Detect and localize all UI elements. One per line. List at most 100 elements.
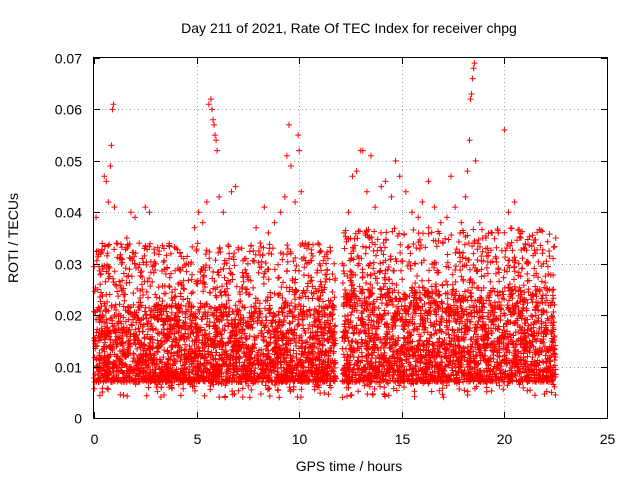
data-point [286, 319, 293, 326]
data-point [111, 311, 118, 318]
data-point [115, 293, 122, 300]
data-point [172, 267, 179, 274]
data-point [493, 255, 500, 262]
data-point [293, 287, 300, 294]
data-point [122, 318, 129, 325]
data-point [140, 291, 147, 298]
data-point [280, 279, 287, 286]
data-point [143, 288, 150, 295]
data-point [286, 288, 293, 295]
data-point [258, 264, 265, 271]
data-point [188, 276, 195, 283]
data-point [476, 353, 483, 360]
data-point [218, 331, 225, 338]
data-point [226, 265, 233, 272]
data-point [275, 387, 282, 394]
data-point [301, 264, 308, 271]
data-point [329, 289, 336, 296]
data-point [188, 368, 195, 375]
data-point [401, 231, 408, 238]
data-point [456, 385, 463, 392]
data-point [528, 312, 535, 319]
data-point [487, 278, 494, 285]
data-point [510, 263, 517, 270]
data-point [316, 241, 323, 248]
data-point [504, 317, 511, 324]
data-point [145, 294, 152, 301]
data-point [326, 276, 333, 283]
data-point [207, 289, 214, 296]
data-point [139, 328, 146, 335]
data-point [448, 231, 455, 238]
data-point [242, 266, 249, 273]
data-point [181, 286, 188, 293]
data-point [340, 268, 347, 275]
data-point [265, 266, 272, 273]
data-point [159, 298, 166, 305]
data-point [138, 268, 145, 275]
data-point [120, 314, 127, 321]
data-point [111, 268, 118, 275]
data-point [344, 393, 351, 400]
data-point [290, 258, 297, 265]
data-point [300, 254, 307, 261]
data-point [247, 277, 254, 284]
data-point [99, 246, 106, 253]
data-point [150, 269, 157, 276]
data-point [215, 272, 222, 279]
data-point [189, 289, 196, 296]
data-point [136, 261, 143, 268]
data-point [296, 267, 303, 274]
data-point [461, 387, 468, 394]
data-point [229, 391, 236, 398]
data-point [399, 276, 406, 283]
data-point [232, 302, 239, 309]
data-point [320, 330, 327, 337]
data-point [147, 336, 154, 343]
data-point [102, 278, 109, 285]
data-point [117, 282, 124, 289]
data-point [134, 285, 141, 292]
data-point [274, 386, 281, 393]
data-point [232, 316, 239, 323]
data-point [507, 225, 514, 232]
data-point [279, 294, 286, 301]
data-point [348, 391, 355, 398]
data-point [317, 292, 324, 299]
data-point [246, 394, 253, 401]
data-point [445, 236, 452, 243]
data-point [264, 342, 271, 349]
data-point [415, 230, 422, 237]
data-point [148, 314, 155, 321]
data-point [169, 385, 176, 392]
data-point [302, 257, 309, 264]
data-point [284, 242, 291, 249]
data-point [153, 294, 160, 301]
data-point [293, 262, 300, 269]
data-point [351, 235, 358, 242]
data-point [300, 272, 307, 279]
data-point [254, 314, 261, 321]
data-point [452, 249, 459, 256]
data-point [155, 284, 162, 291]
data-point [125, 272, 132, 279]
data-point [394, 233, 401, 240]
data-point [271, 290, 278, 297]
data-point [180, 385, 187, 392]
data-point [321, 389, 328, 396]
data-point [99, 266, 106, 273]
data-point [511, 254, 518, 261]
data-point [318, 248, 325, 255]
data-point [166, 284, 173, 291]
data-point [506, 257, 513, 264]
data-point [135, 307, 142, 314]
data-point [449, 281, 456, 288]
data-point [226, 250, 233, 257]
data-point [171, 294, 178, 301]
data-point [187, 322, 194, 329]
data-point [168, 342, 175, 349]
data-point [113, 282, 120, 289]
data-point [218, 283, 225, 290]
data-point [221, 274, 228, 281]
data-point [301, 350, 308, 357]
